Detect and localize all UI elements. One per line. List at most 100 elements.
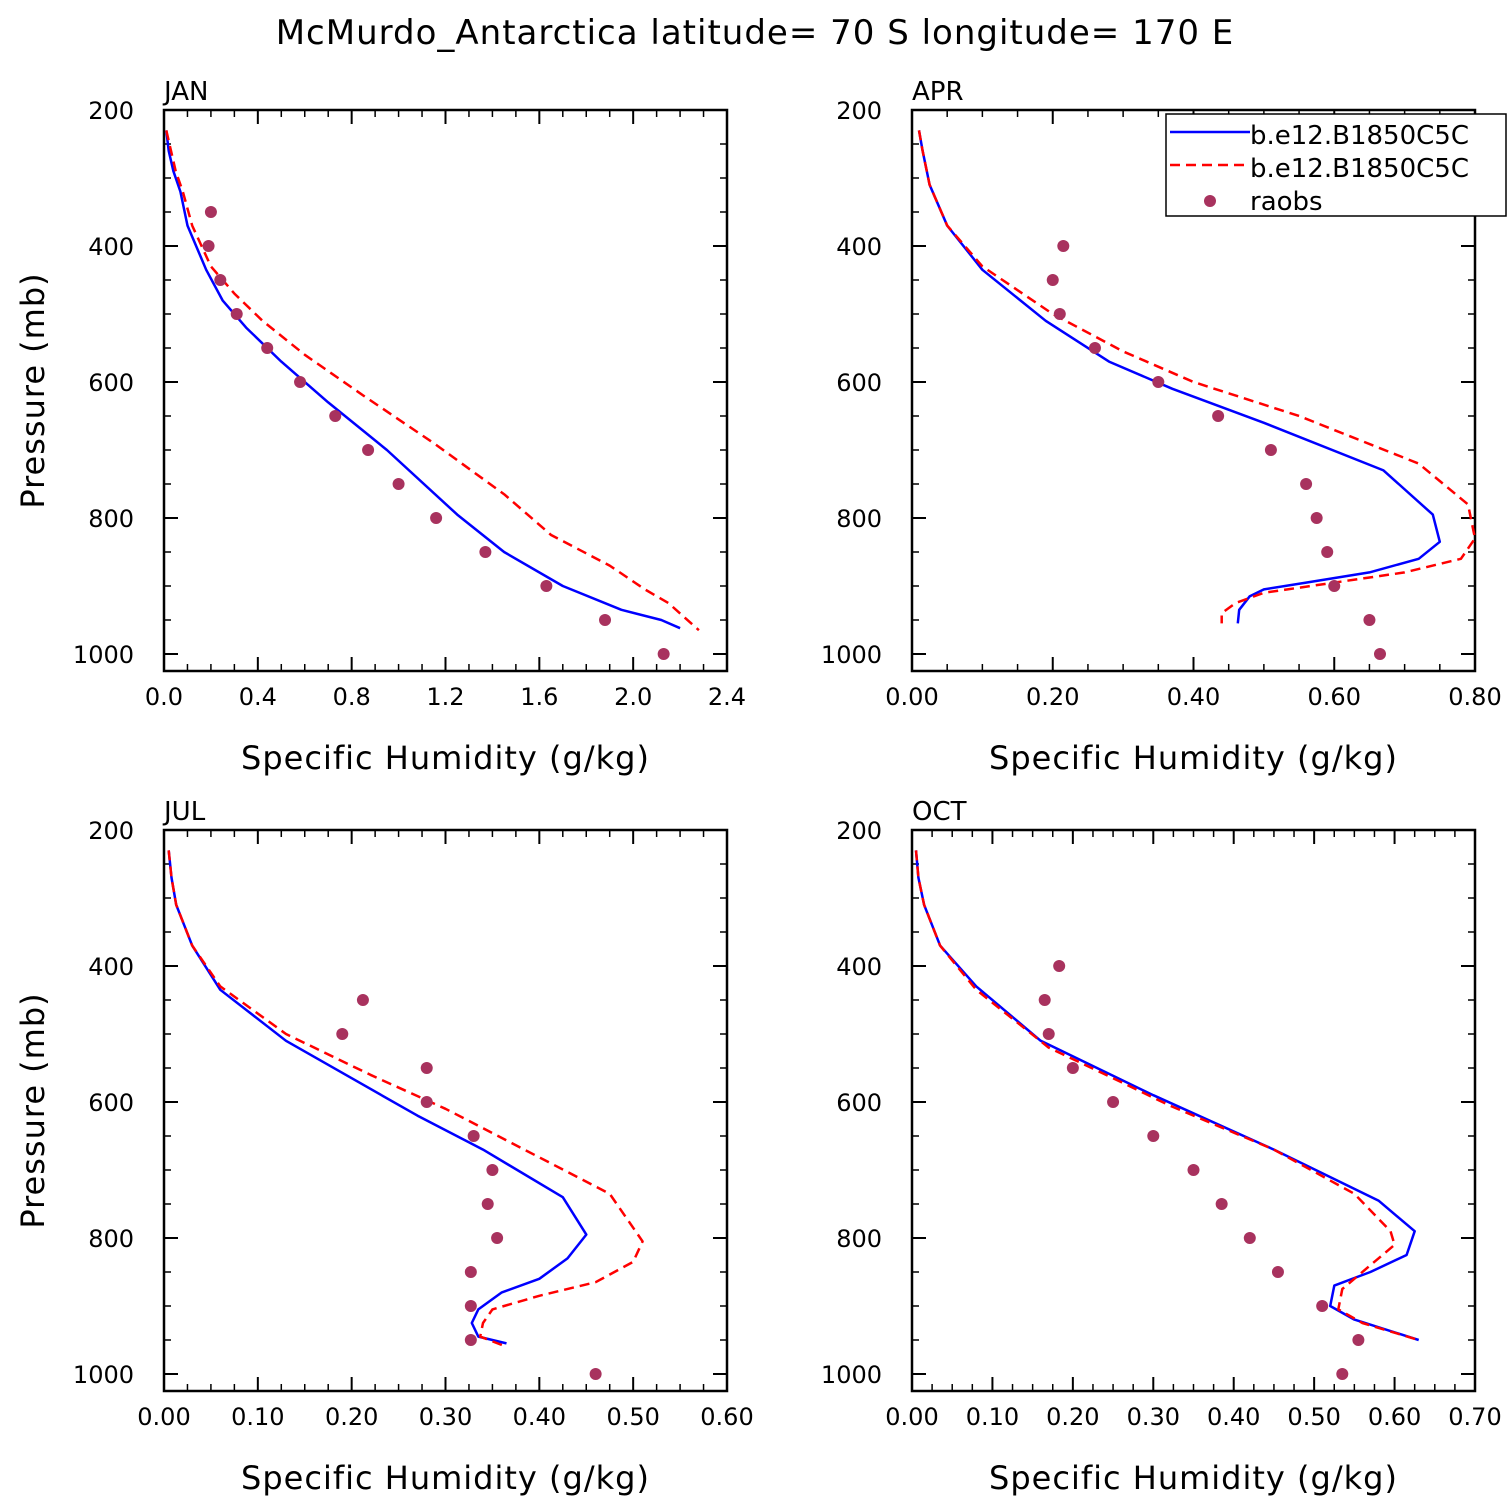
- x-tick-label: 0.20: [325, 1403, 378, 1431]
- raobs-point: [336, 1028, 349, 1040]
- raobs-point: [214, 274, 227, 286]
- raobs-point: [464, 1334, 477, 1346]
- model-dashed-line: [914, 850, 1420, 1342]
- y-tick-label: 1000: [73, 641, 134, 669]
- figure-title: McMurdo_Antarctica latitude= 70 S longit…: [276, 13, 1235, 53]
- model-solid-line: [165, 130, 681, 630]
- x-tick-label: 0.40: [1167, 683, 1220, 711]
- y-tick-label: 400: [88, 953, 134, 981]
- y-tick-label: 1000: [73, 1361, 134, 1389]
- y-tick-label: 600: [836, 1089, 882, 1117]
- raobs-point: [481, 1198, 494, 1210]
- y-axis-label: Pressure (mb): [14, 272, 52, 508]
- y-tick-label: 800: [88, 1225, 134, 1253]
- model-solid-line: [167, 850, 588, 1345]
- raobs-point: [479, 546, 492, 558]
- plot-frame: [910, 828, 1477, 1393]
- x-tick-label: 0.8: [333, 683, 371, 711]
- raobs-point: [420, 1096, 433, 1108]
- series-group: [167, 850, 644, 1380]
- raobs-point: [1152, 376, 1165, 388]
- y-tick-label: 600: [88, 1089, 134, 1117]
- legend-label: b.e12.B1850C5C: [1250, 154, 1469, 184]
- raobs-point: [589, 1368, 602, 1380]
- raobs-point: [1316, 1300, 1329, 1312]
- panel-label: JAN: [162, 77, 208, 107]
- x-axis-label: Specific Humidity (g/kg): [989, 1459, 1398, 1497]
- legend-label: raobs: [1250, 187, 1323, 217]
- panel-apr: APR 0.00 0.20 0.40 0.60 0.80 200 400 600 800 1000 S…: [821, 77, 1502, 777]
- raobs-point: [294, 376, 307, 388]
- raobs-point: [1107, 1096, 1120, 1108]
- panel-label: JUL: [162, 797, 206, 827]
- raobs-point: [491, 1232, 504, 1244]
- y-axis-label: Pressure (mb): [14, 992, 52, 1228]
- x-tick-label: 1.2: [426, 683, 464, 711]
- raobs-point: [1243, 1232, 1256, 1244]
- y-tick-label: 800: [836, 1225, 882, 1253]
- y-tick-label: 600: [836, 369, 882, 397]
- raobs-point: [1328, 580, 1341, 592]
- x-tick-label: 0.50: [1287, 1403, 1340, 1431]
- raobs-point: [1215, 1198, 1228, 1210]
- x-tick-label: 0.00: [885, 1403, 938, 1431]
- raobs-point: [1373, 648, 1386, 660]
- y-tick-label: 200: [836, 817, 882, 845]
- x-axis-label: Specific Humidity (g/kg): [989, 739, 1398, 777]
- raobs-point: [1147, 1130, 1160, 1142]
- x-tick-label: 0.50: [606, 1403, 659, 1431]
- raobs-point: [657, 648, 670, 660]
- raobs-point: [362, 444, 375, 456]
- x-axis-label: Specific Humidity (g/kg): [241, 1459, 650, 1497]
- raobs-point: [1042, 1028, 1055, 1040]
- raobs-point: [540, 580, 553, 592]
- x-tick-label: 0.10: [231, 1403, 284, 1431]
- raobs-point: [356, 994, 369, 1006]
- y-tick-label: 400: [836, 953, 882, 981]
- x-tick-label: 0.20: [1026, 683, 1079, 711]
- x-tick-label: 0.30: [419, 1403, 472, 1431]
- y-tick-label: 400: [88, 233, 134, 261]
- y-tick-label: 800: [836, 505, 882, 533]
- raobs-point: [1352, 1334, 1365, 1346]
- raobs-point: [1187, 1164, 1200, 1176]
- panel-label: OCT: [912, 797, 967, 827]
- raobs-point: [261, 342, 274, 354]
- raobs-point: [599, 614, 612, 626]
- series-group: [914, 850, 1420, 1380]
- x-tick-label: 0.20: [1046, 1403, 1099, 1431]
- y-tick-label: 600: [88, 369, 134, 397]
- raobs-point: [1038, 994, 1051, 1006]
- plot-frame: [162, 828, 729, 1393]
- x-tick-label: 0.40: [1207, 1403, 1260, 1431]
- panel-jan: JAN 0.0 0.4 0.8 1.2 1.6 2.0 2.4 200 400 600 800 1000…: [14, 77, 746, 777]
- panel-oct: OCT 0.00 0.10 0.20 0.30 0.40 0.50 0.60 0.70 200 40…: [821, 797, 1502, 1497]
- plot-frame: [162, 108, 729, 673]
- raobs-point: [1212, 410, 1225, 422]
- raobs-point: [430, 512, 443, 524]
- panel-jul: JUL 0.00 0.10 0.20 0.30 0.40 0.50 0.60 200 400 600…: [14, 797, 754, 1497]
- x-tick-label: 0.40: [513, 1403, 566, 1431]
- raobs-point: [486, 1164, 499, 1176]
- raobs-point: [1300, 478, 1313, 490]
- raobs-point: [204, 206, 217, 218]
- x-tick-label: 2.4: [708, 683, 746, 711]
- legend-label: b.e12.B1850C5C: [1250, 121, 1469, 151]
- raobs-point: [329, 410, 342, 422]
- x-tick-label: 0.60: [1308, 683, 1361, 711]
- raobs-point: [230, 308, 243, 320]
- series-group: [165, 130, 700, 660]
- raobs-point: [1264, 444, 1277, 456]
- raobs-point: [202, 240, 215, 252]
- y-tick-label: 800: [88, 505, 134, 533]
- raobs-point: [1363, 614, 1376, 626]
- raobs-point: [464, 1300, 477, 1312]
- x-tick-label: 2.0: [614, 683, 652, 711]
- x-tick-label: 0.4: [239, 683, 277, 711]
- x-tick-label: 0.80: [1448, 683, 1501, 711]
- raobs-point: [1053, 960, 1066, 972]
- raobs-point: [1088, 342, 1101, 354]
- raobs-point: [420, 1062, 433, 1074]
